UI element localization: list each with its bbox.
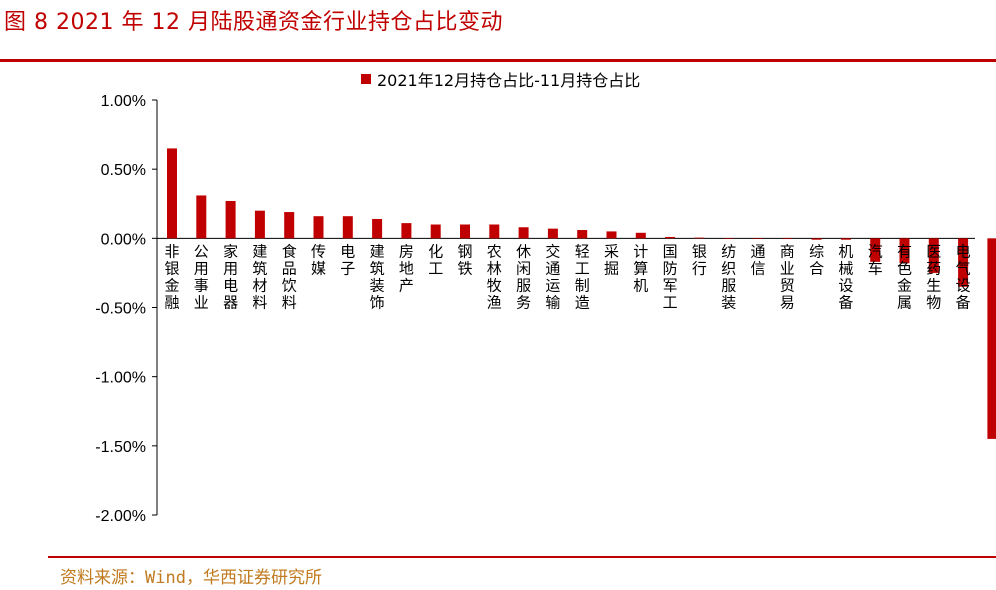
category-label: 食品饮料 xyxy=(282,242,297,311)
bar xyxy=(225,200,236,239)
category-label: 传媒 xyxy=(311,242,326,277)
bar xyxy=(665,236,676,239)
category-label: 轻工制造 xyxy=(575,242,590,311)
category-label: 公用事业 xyxy=(194,242,209,311)
y-tick-label: -1.00% xyxy=(95,370,146,387)
bar-chart: 2021年12月持仓占比-11月持仓占比 1.00% 0.50% 0.00% -0.5… xyxy=(95,71,996,525)
legend-swatch xyxy=(361,74,371,84)
bar xyxy=(372,218,383,239)
bar xyxy=(518,227,529,239)
bar xyxy=(196,195,207,239)
category-label: 电气设备 xyxy=(956,242,971,311)
category-label: 采掘 xyxy=(604,242,619,277)
y-tick-label: -2.00% xyxy=(95,508,146,525)
category-label: 纺织服装 xyxy=(721,242,736,311)
y-tick-label: 0.50% xyxy=(101,162,146,179)
top-divider xyxy=(0,59,996,62)
category-label: 非银金融 xyxy=(164,242,179,311)
category-label: 农林牧渔 xyxy=(487,242,502,311)
bottom-divider xyxy=(48,556,996,558)
category-label: 通信 xyxy=(750,242,765,277)
bar xyxy=(694,237,705,239)
bar xyxy=(254,210,265,239)
category-label: 医药生物 xyxy=(926,242,941,311)
category-label: 房地产 xyxy=(399,242,414,294)
bar xyxy=(489,224,500,239)
legend: 2021年12月持仓占比-11月持仓占比 xyxy=(361,71,640,90)
category-label: 汽车 xyxy=(868,242,883,277)
bars xyxy=(167,148,996,439)
category-label: 银行 xyxy=(692,242,707,277)
bar xyxy=(401,223,412,239)
bar xyxy=(313,216,324,239)
bar xyxy=(782,238,793,240)
bar xyxy=(958,238,969,287)
bar xyxy=(606,231,617,239)
category-label: 机械设备 xyxy=(838,242,853,311)
bar xyxy=(460,224,470,239)
category-label: 家用电器 xyxy=(223,242,238,311)
figure-title: 图 8 2021 年 12 月陆股通资金行业持仓占比变动 xyxy=(4,10,503,35)
bar xyxy=(899,238,910,264)
bar xyxy=(430,224,441,239)
y-tick-label: -0.50% xyxy=(95,301,146,318)
legend-label: 2021年12月持仓占比-11月持仓占比 xyxy=(377,71,640,90)
category-label: 化工 xyxy=(428,242,443,277)
bar xyxy=(635,232,646,239)
category-label: 交通运输 xyxy=(545,242,560,311)
y-tick-label: 1.00% xyxy=(101,93,146,110)
bar xyxy=(167,148,177,239)
category-labels: 非银金融公用事业家用电器建筑材料食品饮料传媒电子建筑装饰房地产化工钢铁农林牧渔休… xyxy=(164,242,970,311)
bar xyxy=(723,238,734,239)
source-note: 资料来源：Wind，华西证券研究所 xyxy=(60,568,322,588)
bar xyxy=(342,216,353,239)
bar xyxy=(928,238,939,273)
bar xyxy=(547,228,558,239)
category-label: 休闲服务 xyxy=(516,242,531,311)
category-label: 钢铁 xyxy=(457,242,472,277)
category-label: 建筑装饰 xyxy=(370,242,385,311)
bar xyxy=(284,212,295,239)
category-label: 电子 xyxy=(340,242,355,277)
category-label: 有色金属 xyxy=(897,242,912,311)
y-tick-label: 0.00% xyxy=(101,231,146,248)
bar xyxy=(811,238,822,240)
bar xyxy=(753,238,763,239)
category-label: 综合 xyxy=(809,242,824,277)
category-label: 计算机 xyxy=(633,242,648,294)
y-tick-label: -1.50% xyxy=(95,439,146,456)
category-label: 商业贸易 xyxy=(780,242,795,311)
category-label: 国防军工 xyxy=(663,242,678,311)
bar xyxy=(870,238,881,262)
bar xyxy=(987,238,996,439)
bar xyxy=(577,230,588,239)
bar xyxy=(840,238,851,240)
category-label: 建筑材料 xyxy=(252,242,267,311)
